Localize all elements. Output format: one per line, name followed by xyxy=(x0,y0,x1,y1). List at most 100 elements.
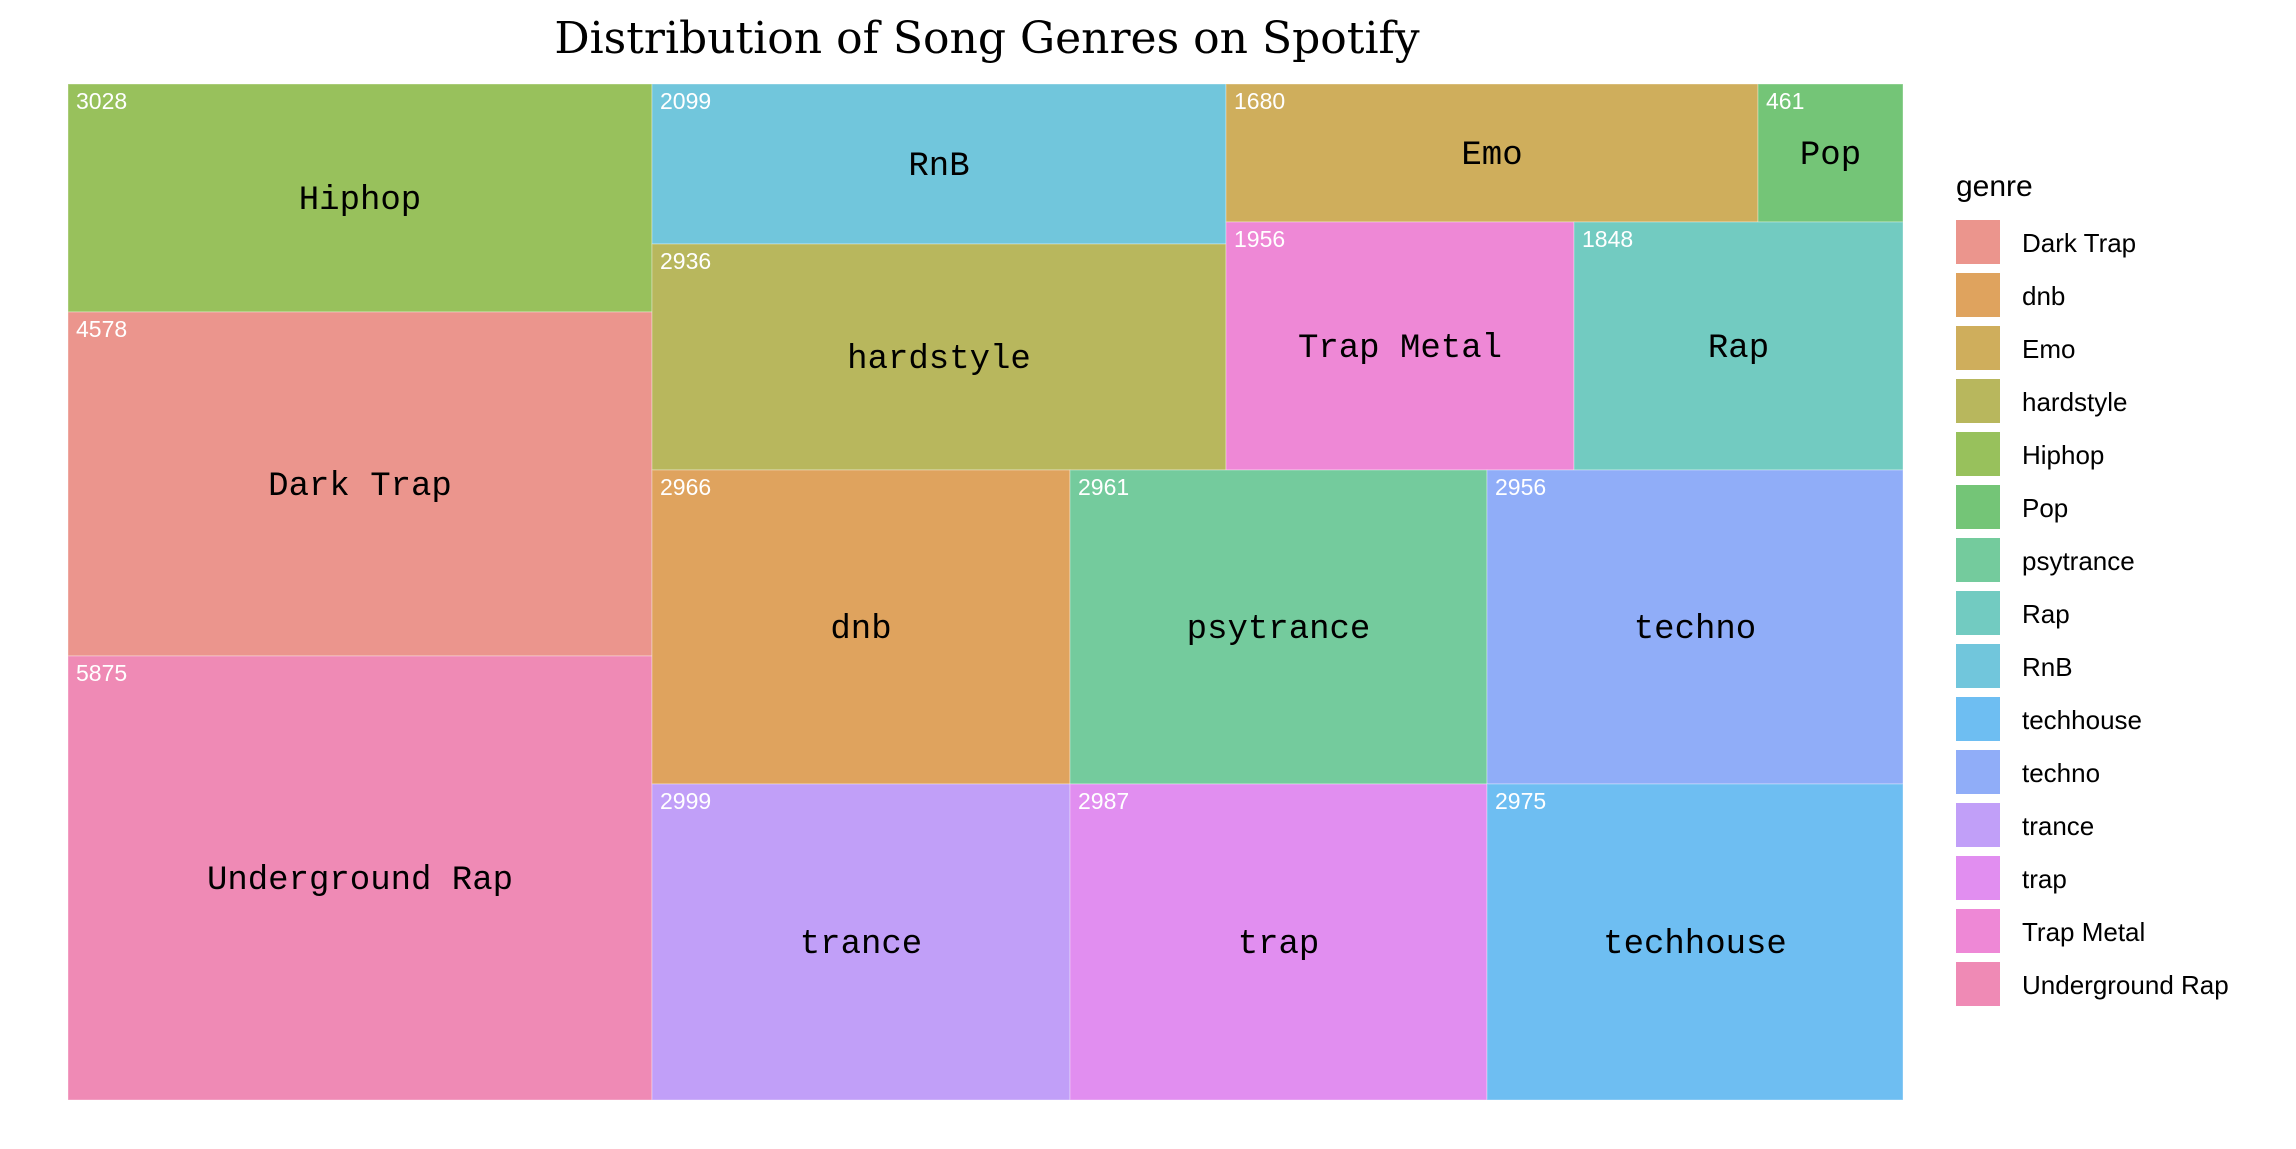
tile-rect-hardstyle xyxy=(651,243,1227,471)
legend-label-techhouse: techhouse xyxy=(2022,705,2142,735)
tile-count-trap-metal: 1956 xyxy=(1234,226,1285,252)
tile-pop: 461 Pop xyxy=(1757,83,1904,223)
tile-label-trap: trap xyxy=(1238,926,1320,964)
tile-trap-metal: 1956 Trap Metal xyxy=(1225,221,1575,471)
legend-swatch-dark-trap xyxy=(1956,220,2000,264)
tile-rect-emo xyxy=(1225,83,1759,223)
tile-count-underground-rap: 5875 xyxy=(76,660,127,686)
legend-swatch-emo xyxy=(1956,326,2000,370)
tile-label-rap: Rap xyxy=(1708,330,1769,368)
legend-item-rnb: RnB xyxy=(1956,644,2073,688)
tile-count-hardstyle: 2936 xyxy=(660,248,711,274)
legend-item-rap: Rap xyxy=(1956,591,2070,635)
legend-item-dark-trap: Dark Trap xyxy=(1956,220,2136,264)
legend-item-techhouse: techhouse xyxy=(1956,697,2142,741)
tile-count-trap: 2987 xyxy=(1078,788,1129,814)
legend-label-dnb: dnb xyxy=(2022,281,2065,311)
tile-label-dark-trap: Dark Trap xyxy=(268,468,452,506)
legend-item-trance: trance xyxy=(1956,803,2094,847)
tile-rect-techhouse xyxy=(1486,783,1904,1101)
tile-count-rnb: 2099 xyxy=(660,88,711,114)
tile-count-techno: 2956 xyxy=(1495,474,1546,500)
tile-label-techno: techno xyxy=(1634,611,1756,649)
tile-dark-trap: 4578 Dark Trap xyxy=(67,311,653,657)
tile-count-trance: 2999 xyxy=(660,788,711,814)
legend-label-trap: trap xyxy=(2022,864,2067,894)
legend-swatch-techhouse xyxy=(1956,697,2000,741)
legend-swatch-techno xyxy=(1956,750,2000,794)
tile-label-psytrance: psytrance xyxy=(1187,611,1371,649)
legend-swatch-dnb xyxy=(1956,273,2000,317)
legend-label-rnb: RnB xyxy=(2022,652,2073,682)
legend-item-psytrance: psytrance xyxy=(1956,538,2135,582)
tile-underground-rap: 5875 Underground Rap xyxy=(67,655,653,1101)
tile-label-rnb: RnB xyxy=(908,148,969,186)
tile-hardstyle: 2936 hardstyle xyxy=(651,243,1227,471)
tile-label-emo: Emo xyxy=(1461,137,1522,175)
legend-swatch-rnb xyxy=(1956,644,2000,688)
legend-swatch-trance xyxy=(1956,803,2000,847)
legend-item-trap-metal: Trap Metal xyxy=(1956,909,2145,953)
legend-item-hardstyle: hardstyle xyxy=(1956,379,2128,423)
tile-count-psytrance: 2961 xyxy=(1078,474,1129,500)
legend-label-techno: techno xyxy=(2022,758,2100,788)
tile-label-pop: Pop xyxy=(1800,137,1861,175)
legend-swatch-hiphop xyxy=(1956,432,2000,476)
tile-emo: 1680 Emo xyxy=(1225,83,1759,223)
tile-trap: 2987 trap xyxy=(1069,783,1488,1101)
legend-item-hiphop: Hiphop xyxy=(1956,432,2104,476)
tile-techhouse: 2975 techhouse xyxy=(1486,783,1904,1101)
legend-label-underground-rap: Underground Rap xyxy=(2022,970,2229,1000)
tile-rect-trap-metal xyxy=(1225,221,1575,471)
legend-label-trance: trance xyxy=(2022,811,2094,841)
tile-techno: 2956 techno xyxy=(1486,469,1904,785)
tile-hiphop: 3028 Hiphop xyxy=(67,83,653,313)
legend-item-dnb: dnb xyxy=(1956,273,2065,317)
tile-rect-hiphop xyxy=(67,83,653,313)
tile-dnb: 2966 dnb xyxy=(651,469,1071,785)
tile-label-trap-metal: Trap Metal xyxy=(1298,330,1502,368)
legend-label-dark-trap: Dark Trap xyxy=(2022,228,2136,258)
tile-label-hiphop: Hiphop xyxy=(299,182,421,220)
legend-item-emo: Emo xyxy=(1956,326,2075,370)
legend-label-rap: Rap xyxy=(2022,599,2070,629)
tile-trance: 2999 trance xyxy=(651,783,1071,1101)
tile-psytrance: 2961 psytrance xyxy=(1069,469,1488,785)
tile-count-pop: 461 xyxy=(1766,88,1804,114)
tile-count-hiphop: 3028 xyxy=(76,88,127,114)
legend-title: genre xyxy=(1956,170,2033,203)
tile-label-hardstyle: hardstyle xyxy=(847,341,1031,379)
tile-label-techhouse: techhouse xyxy=(1603,926,1787,964)
tile-rap: 1848 Rap xyxy=(1573,221,1904,471)
legend-item-pop: Pop xyxy=(1956,485,2068,529)
tile-rect-trap xyxy=(1069,783,1488,1101)
legend-item-trap: trap xyxy=(1956,856,2067,900)
chart-title: Distribution of Song Genres on Spotify xyxy=(554,13,1419,64)
legend-label-pop: Pop xyxy=(2022,493,2068,523)
tile-rect-dnb xyxy=(651,469,1071,785)
tile-rect-trance xyxy=(651,783,1071,1101)
legend-label-hiphop: Hiphop xyxy=(2022,440,2104,470)
tiles-layer: 3028 Hiphop 4578 Dark Trap 5875 Underground R… xyxy=(67,83,1904,1101)
legend-swatch-psytrance xyxy=(1956,538,2000,582)
tile-count-dark-trap: 4578 xyxy=(76,316,127,342)
legend-swatch-pop xyxy=(1956,485,2000,529)
tile-rect-dark-trap xyxy=(67,311,653,657)
tile-rect-underground-rap xyxy=(67,655,653,1101)
legend-item-underground-rap: Underground Rap xyxy=(1956,962,2229,1006)
legend-label-hardstyle: hardstyle xyxy=(2022,387,2128,417)
legend-item-techno: techno xyxy=(1956,750,2100,794)
tile-label-trance: trance xyxy=(800,926,922,964)
tile-rnb: 2099 RnB xyxy=(651,83,1227,245)
legend-swatch-trap-metal xyxy=(1956,909,2000,953)
tile-count-dnb: 2966 xyxy=(660,474,711,500)
legend-label-trap-metal: Trap Metal xyxy=(2022,917,2145,947)
tile-label-dnb: dnb xyxy=(830,611,891,649)
legend: genre Dark Trap dnb Emo hardstyle Hiphop Pop p… xyxy=(1956,170,2229,1006)
legend-label-emo: Emo xyxy=(2022,334,2075,364)
tile-count-techhouse: 2975 xyxy=(1495,788,1546,814)
tile-count-rap: 1848 xyxy=(1582,226,1633,252)
legend-swatch-rap xyxy=(1956,591,2000,635)
